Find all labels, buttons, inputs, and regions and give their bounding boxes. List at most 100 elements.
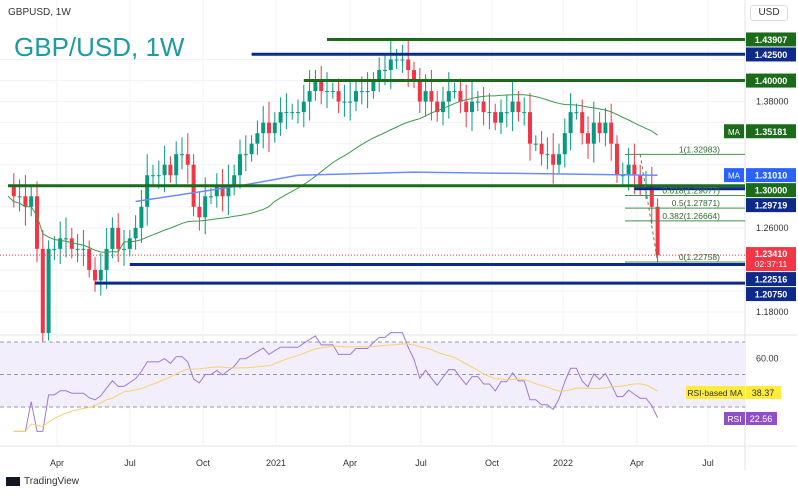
candle-up bbox=[354, 91, 358, 102]
candle-up bbox=[348, 101, 353, 103]
candle-up bbox=[533, 143, 538, 145]
candle-down bbox=[220, 185, 225, 197]
price-tag bbox=[746, 73, 796, 88]
price-tag bbox=[746, 198, 796, 213]
candle-up bbox=[400, 59, 405, 61]
tradingview-logo-icon bbox=[6, 477, 20, 486]
x-tick-label: 2022 bbox=[553, 458, 573, 468]
candle-up bbox=[127, 238, 132, 249]
currency-button[interactable]: USD bbox=[750, 5, 788, 21]
price-tag-label: 1.42500 bbox=[755, 50, 788, 60]
rsi-ma-value: 38.37 bbox=[752, 388, 775, 398]
tradingview-logo[interactable]: TradingView bbox=[6, 476, 79, 487]
candle-down bbox=[649, 185, 654, 207]
candle-up bbox=[209, 196, 213, 198]
candle-up bbox=[568, 112, 573, 134]
ma-50-line bbox=[7, 94, 658, 253]
price-tag bbox=[746, 183, 796, 198]
candle-up bbox=[238, 154, 242, 176]
x-tick-label: Jul bbox=[415, 458, 427, 468]
current-price-label: 1.23410 bbox=[755, 249, 788, 259]
candle-up bbox=[133, 227, 138, 239]
x-tick-label: Apr bbox=[50, 458, 64, 468]
candle-up bbox=[278, 112, 283, 123]
current-price-tag bbox=[746, 247, 796, 272]
candle-up bbox=[342, 101, 347, 103]
candle-up bbox=[441, 101, 445, 113]
fib-label: 0.618(1.29077) bbox=[662, 185, 720, 195]
rsi-tag bbox=[746, 412, 777, 425]
candle-up bbox=[313, 80, 318, 92]
fib-label: 0.382(1.26664) bbox=[662, 211, 720, 221]
ma-200-line bbox=[135, 171, 658, 203]
candle-up bbox=[545, 154, 550, 156]
x-tick-label: Apr bbox=[343, 458, 357, 468]
candle-down bbox=[267, 122, 271, 134]
rsi-ma-name: RSI-based MA bbox=[687, 388, 743, 398]
countdown-label: 02:37:11 bbox=[755, 259, 788, 269]
candle-up bbox=[522, 112, 527, 114]
candle-up bbox=[301, 101, 306, 113]
x-tick-label: Apr bbox=[630, 458, 644, 468]
x-tick-label: Jul bbox=[124, 458, 136, 468]
candle-up bbox=[104, 248, 109, 270]
candle-up bbox=[330, 91, 335, 93]
ma-tag-name: MA bbox=[728, 172, 741, 181]
candle-up bbox=[46, 248, 51, 334]
candle-down bbox=[197, 206, 202, 218]
brand-label: TradingView bbox=[24, 476, 80, 487]
rsi-name: RSI bbox=[727, 414, 741, 424]
price-tag bbox=[746, 168, 796, 183]
price-tag bbox=[746, 272, 796, 287]
candle-down bbox=[429, 91, 434, 102]
candle-up bbox=[214, 185, 219, 197]
candle-down bbox=[551, 154, 556, 165]
candle-up bbox=[156, 175, 161, 177]
price-tag bbox=[746, 32, 796, 47]
candle-up bbox=[388, 59, 393, 71]
candle-up bbox=[255, 133, 260, 144]
candle-up bbox=[574, 112, 579, 114]
candle-down bbox=[69, 238, 74, 249]
rsi-line bbox=[13, 332, 659, 432]
price-tag-label: 1.43907 bbox=[755, 35, 788, 45]
candle-up bbox=[470, 101, 474, 113]
price-tag-label: 1.35181 bbox=[755, 127, 788, 137]
candle-up bbox=[591, 122, 596, 144]
candle-down bbox=[435, 101, 440, 113]
candle-down bbox=[35, 196, 39, 249]
candle-down bbox=[597, 122, 602, 134]
ma-tag bbox=[724, 168, 744, 183]
x-tick-label: Jul bbox=[702, 458, 714, 468]
candle-down bbox=[493, 112, 498, 123]
candle-down bbox=[528, 112, 532, 144]
candle-up bbox=[371, 80, 376, 92]
candle-up bbox=[296, 112, 300, 114]
candle-up bbox=[29, 196, 34, 207]
rsi-ma-name-tag bbox=[686, 386, 745, 399]
candle-up bbox=[81, 248, 86, 250]
symbol-label: GBPUSD, 1W bbox=[8, 7, 71, 18]
price-tag-label: 1.22516 bbox=[755, 275, 788, 285]
candle-up bbox=[232, 175, 237, 186]
candle-down bbox=[93, 269, 97, 281]
candle-up bbox=[603, 122, 608, 134]
candle-up bbox=[394, 59, 399, 61]
candle-up bbox=[377, 70, 382, 81]
ma-tag-name: MA bbox=[728, 128, 741, 137]
candle-up bbox=[75, 248, 80, 250]
candle-down bbox=[539, 143, 544, 155]
candle-down bbox=[406, 59, 411, 71]
price-tag-label: 1.30000 bbox=[755, 186, 788, 196]
price-tag-label: 1.20750 bbox=[755, 290, 788, 300]
candle-down bbox=[417, 80, 422, 102]
candle-up bbox=[452, 91, 457, 93]
candle-up bbox=[475, 101, 480, 103]
candle-up bbox=[249, 143, 254, 155]
rsi-value: 22.56 bbox=[750, 414, 773, 424]
candle-down bbox=[638, 175, 643, 186]
candle-up bbox=[510, 101, 515, 113]
candle-down bbox=[586, 133, 590, 144]
fib-trend-line bbox=[639, 154, 659, 263]
